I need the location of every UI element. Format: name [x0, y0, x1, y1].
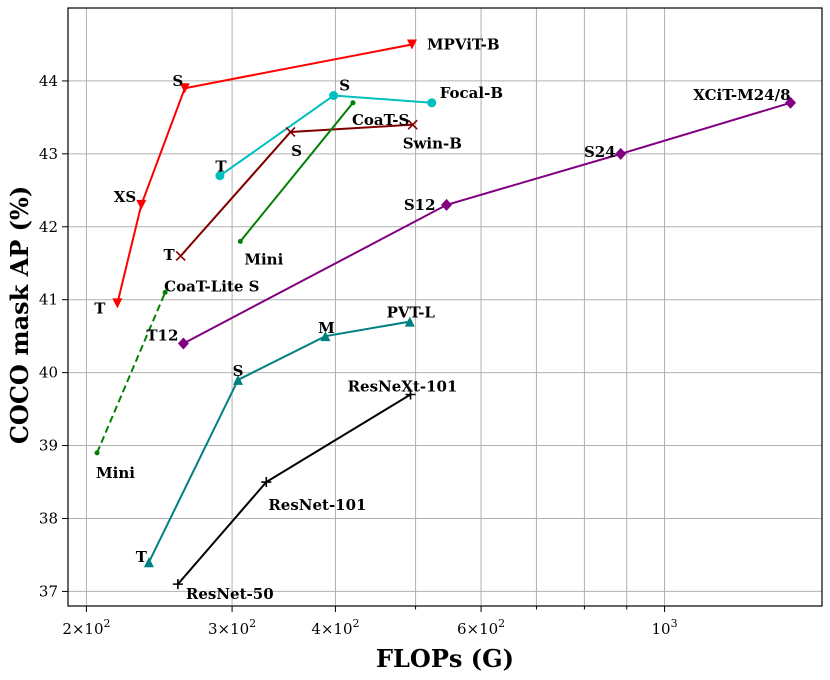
series-line: [116, 43, 413, 304]
point-label: Mini: [96, 464, 135, 482]
point-label: CoaT-Lite S: [164, 277, 259, 295]
data-point: [785, 96, 797, 109]
data-point: [441, 198, 453, 211]
point-label: S24: [584, 143, 616, 161]
point-label: T: [136, 548, 148, 566]
series-coat-lite: [94, 289, 168, 456]
x-axis-label: FLOPs (G): [376, 644, 514, 673]
data-point: [175, 250, 186, 262]
data-point: [350, 100, 356, 106]
point-label: S: [172, 72, 183, 90]
series-line: [148, 320, 410, 563]
y-axis-label: COCO mask AP (%): [5, 186, 34, 444]
point-label: ResNet-50: [186, 585, 274, 603]
y-tick-label: 37: [39, 582, 58, 600]
y-tick-label: 41: [39, 291, 58, 309]
series-resnet: [172, 389, 416, 590]
point-label: ResNet-101: [268, 496, 366, 514]
point-label: S12: [404, 196, 436, 214]
point-label: CoaT-S: [352, 111, 409, 129]
point-labels: T XS S MPViT-B T S Focal-B T S Swin-B Mini CoaT-S Mi…: [94, 35, 790, 603]
series-pvt: [143, 316, 415, 568]
point-label: S: [339, 77, 350, 95]
axis-ticks: 2×102 3×102 4×102 6×102 103 37 38 39 40 41 42 43 44: [39, 72, 678, 638]
y-tick-label: 40: [39, 364, 58, 382]
series-line: [96, 292, 167, 454]
data-point: [94, 450, 100, 456]
y-tick-label: 44: [39, 72, 58, 90]
data-point: [427, 98, 437, 108]
data-point: [136, 199, 147, 210]
point-label: MPViT-B: [427, 35, 500, 53]
data-point: [143, 557, 154, 568]
data-point: [261, 477, 272, 488]
point-label: T: [164, 246, 176, 264]
series-line: [177, 393, 412, 585]
y-tick-label: 39: [39, 437, 58, 455]
data-point: [237, 238, 243, 244]
point-label: PVT-L: [387, 304, 436, 322]
data-point: [285, 126, 296, 138]
series-mpvit: [112, 39, 417, 309]
point-label: Focal-B: [440, 84, 503, 102]
data-point: [329, 91, 339, 101]
series-focal: [215, 91, 437, 181]
grid-lines: [68, 8, 822, 606]
x-tick-label: 103: [652, 617, 678, 638]
data-point: [615, 147, 627, 160]
data-point: [404, 316, 415, 327]
x-tick-label: 2×102: [62, 617, 110, 638]
data-point: [233, 374, 244, 385]
data-point: [215, 171, 225, 181]
data-point: [112, 298, 123, 309]
point-label: S: [233, 362, 244, 380]
x-tick-label: 4×102: [311, 617, 359, 638]
point-label: S: [291, 142, 302, 160]
data-point: [320, 331, 331, 342]
y-tick-label: 38: [39, 509, 58, 527]
series-layer: [94, 39, 797, 590]
series-swin: [175, 119, 418, 262]
y-tick-label: 42: [39, 218, 58, 236]
data-point: [179, 83, 190, 94]
data-point: [406, 39, 417, 50]
point-label: T: [215, 158, 227, 176]
x-tick-label: 6×102: [457, 617, 505, 638]
series-line: [239, 102, 354, 242]
point-label: M: [318, 319, 335, 337]
data-point: [162, 289, 168, 295]
point-label: T: [94, 299, 106, 317]
point-label: Mini: [244, 250, 283, 268]
data-point: [177, 337, 189, 350]
point-label: T12: [146, 326, 178, 344]
point-label: XS: [114, 188, 136, 206]
series-coat: [237, 100, 356, 244]
plot-frame: [67, 7, 823, 607]
series-line: [182, 101, 791, 345]
point-label: Swin-B: [403, 135, 462, 153]
x-tick-label: 3×102: [208, 617, 256, 638]
y-tick-label: 43: [39, 145, 58, 163]
data-point: [405, 389, 416, 400]
series-xcit: [177, 96, 797, 350]
point-label: ResNeXt-101: [348, 378, 458, 396]
data-point: [172, 579, 183, 590]
data-point: [407, 119, 418, 130]
point-label: XCiT-M24/8: [693, 86, 790, 104]
